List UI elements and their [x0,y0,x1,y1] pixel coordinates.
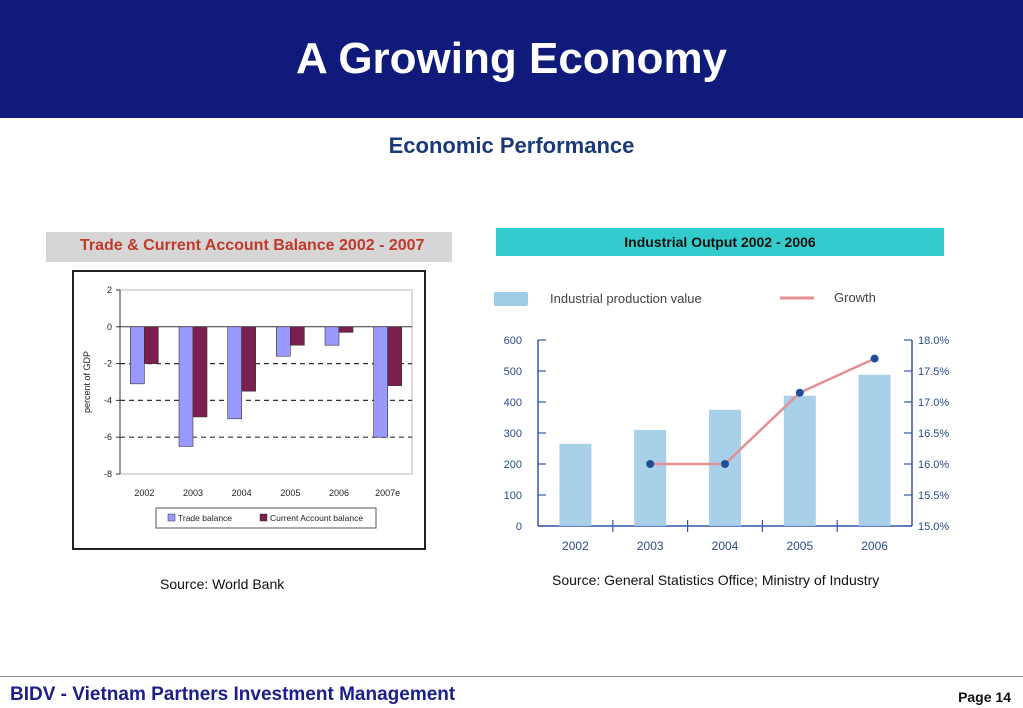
y-tick-label-right: 16.0% [918,459,949,471]
y-tick-label-left: 400 [504,397,522,409]
legend-swatch-production [494,292,528,306]
y-tick-label-right: 18.0% [918,335,949,347]
bar-production [634,429,667,526]
bar-current-account [387,326,402,386]
header-banner: A Growing Economy [0,0,1023,118]
left-chart-frame: 2 0 -2 -4 -6 -8 percent of GDP 2002 2003 2004 2005… [72,270,426,550]
bar-current-account [241,326,256,392]
bar-trade-balance [227,326,242,420]
legend-swatch-current-account [259,513,268,522]
x-tick-label: 2007e [375,488,400,498]
y-tick-label: 0 [107,322,112,332]
left-chart-title: Trade & Current Account Balance 2002 - 2… [80,237,425,254]
right-chart-source: Source: General Statistics Office; Minis… [552,572,880,588]
legend-label-trade-balance: Trade balance [178,513,232,523]
y-axis-label: percent of GDP [82,351,92,413]
left-chart-title-bar: Trade & Current Account Balance 2002 - 2… [46,232,452,262]
legend-label-production: Industrial production value [550,291,702,306]
bar-current-account [290,326,305,346]
bar-trade-balance [373,326,388,438]
x-tick-label: 2005 [280,488,300,498]
y-tick-label-right: 16.5% [918,428,949,440]
footer-organization: BIDV - Vietnam Partners Investment Manag… [10,684,456,705]
x-tick-label: 2006 [861,539,888,553]
page-number: Page 14 [958,689,1011,705]
x-tick-label: 2004 [232,488,252,498]
y-tick-label: 2 [107,285,112,295]
legend-label-current-account: Current Account balance [270,513,363,523]
bar-current-account [192,326,208,418]
growth-point [870,354,879,363]
y-tick-label-right: 15.0% [918,521,949,533]
right-chart-title: Industrial Output 2002 - 2006 [624,234,816,250]
footer-divider [0,676,1023,677]
y-tick-label-left: 500 [504,366,522,378]
x-tick-label: 2004 [712,539,739,553]
bar-trade-balance [178,326,194,447]
right-chart: Industrial production value Growth 600 500 4… [494,290,949,553]
y-tick-label-left: 200 [504,459,522,471]
x-tick-label: 2002 [562,539,589,553]
y-tick-label-left: 0 [516,521,522,533]
y-tick-label-left: 300 [504,428,522,440]
legend-swatch-trade-balance [167,513,176,522]
plot-area [119,289,413,475]
y-tick-label-right: 17.0% [918,397,949,409]
growth-point [795,388,804,397]
bar-current-account [338,326,354,333]
section-subtitle: Economic Performance [388,133,635,158]
y-tick-label-right: 17.5% [918,366,949,378]
y-tick-label: -6 [104,432,112,442]
left-chart: 2 0 -2 -4 -6 -8 percent of GDP 2002 2003 2004 2005… [82,285,413,529]
y-tick-label-right: 15.5% [918,490,949,502]
x-tick-label: 2005 [786,539,813,553]
growth-point [721,460,729,468]
x-tick-label: 2002 [134,488,154,498]
y-tick-label: -8 [104,469,112,479]
growth-line [650,357,876,466]
x-tick-label: 2003 [183,488,203,498]
y-tick-label-left: 600 [504,335,522,347]
x-tick-label: 2003 [637,539,664,553]
page-title: A Growing Economy [295,34,728,83]
growth-point [646,460,655,468]
bar-trade-balance [130,326,145,385]
y-tick-label-left: 100 [504,490,522,502]
bar-production [783,395,816,526]
y-tick-label: -4 [104,395,112,405]
bar-trade-balance [324,326,340,346]
bar-trade-balance [276,326,291,357]
bar-current-account [144,326,159,364]
legend-label-growth: Growth [834,290,876,305]
bar-production [858,374,891,526]
left-chart-source: Source: World Bank [160,576,285,592]
bar-production [559,443,592,526]
x-tick-label: 2006 [329,488,349,498]
right-chart-title-bar: Industrial Output 2002 - 2006 [496,228,944,256]
y-tick-label: -2 [104,359,112,369]
